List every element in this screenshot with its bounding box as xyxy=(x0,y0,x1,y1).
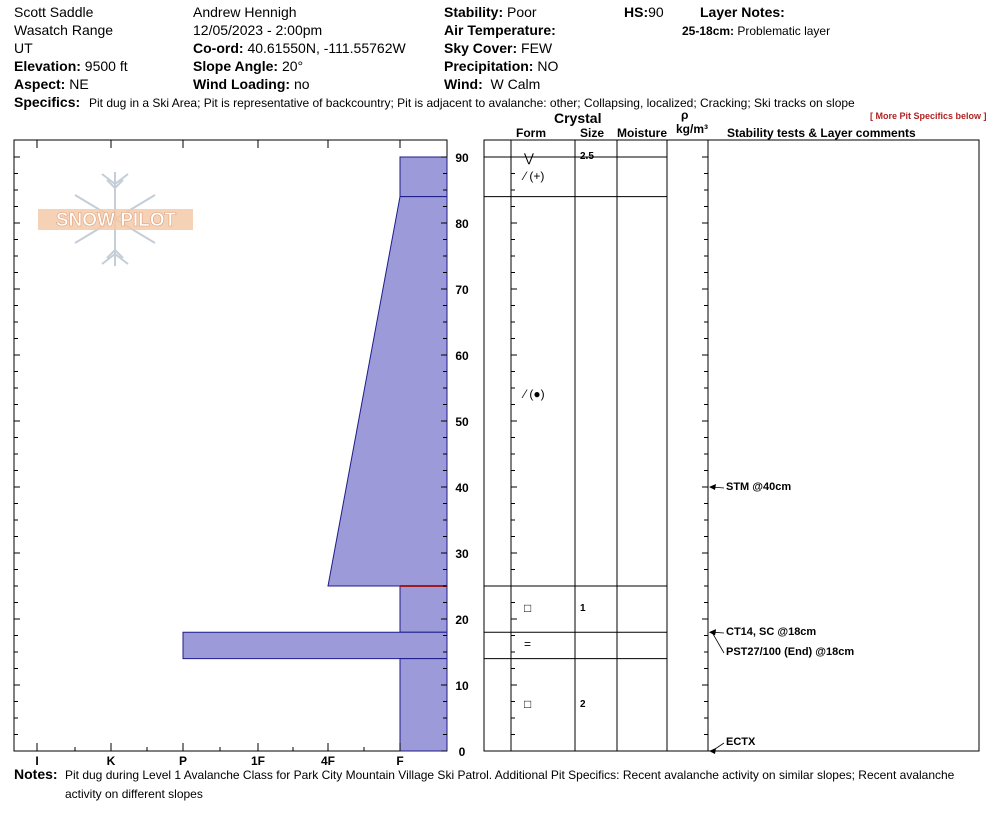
moisture-header: Moisture xyxy=(617,126,668,140)
hs-label: HS: xyxy=(624,4,649,20)
precip-row: Precipitation: NO xyxy=(444,58,558,74)
rho-header: ρ xyxy=(681,108,689,122)
elevation-value: 9500 ft xyxy=(84,58,128,74)
sky-cover-label: Sky Cover: xyxy=(444,40,518,56)
logo-text: SNOW PILOT xyxy=(56,210,177,231)
hardness-label: F xyxy=(396,754,403,768)
depth-label: 50 xyxy=(455,415,469,429)
layer-notes-label: Layer Notes: xyxy=(700,4,785,20)
sky-cover-value: FEW xyxy=(521,40,553,56)
coord-value: 40.61550N, -111.55762W xyxy=(247,40,406,56)
precip-label: Precipitation: xyxy=(444,58,534,74)
sky-cover-row: Sky Cover: FEW xyxy=(444,40,552,56)
wind-label: Wind: xyxy=(444,76,483,92)
test-pointer-line xyxy=(711,632,725,654)
slope-label: Slope Angle: xyxy=(193,58,279,74)
precip-value: NO xyxy=(537,58,559,74)
layer-note: 25-18cm: Problematic layer xyxy=(682,24,830,38)
depth-label: 60 xyxy=(455,349,469,363)
depth-label: 90 xyxy=(455,151,469,165)
hs-row: HS:90 xyxy=(624,4,664,20)
size-header: Size xyxy=(580,126,605,140)
hardness-label: K xyxy=(107,754,116,768)
wind-loading-label: Wind Loading: xyxy=(193,76,291,92)
elevation-row: Elevation: 9500 ft xyxy=(14,58,128,74)
grain-size: 1 xyxy=(580,603,586,615)
hardness-label: 1F xyxy=(251,754,265,768)
slope-value: 20° xyxy=(281,58,304,74)
hardness-layer-5 xyxy=(399,658,448,752)
stability-value: Poor xyxy=(507,4,537,20)
data-table-frame xyxy=(483,139,980,752)
wind-loading-row: Wind Loading: no xyxy=(193,76,310,92)
air-temp-row: Air Temperature: xyxy=(444,22,556,38)
grain-form: ⁄ (+) xyxy=(524,168,545,183)
hardness-layer-2 xyxy=(327,196,448,587)
hardness-layer-3 xyxy=(399,585,448,633)
wind-value: W Calm xyxy=(490,76,541,92)
form-header: Form xyxy=(516,126,546,140)
grain-size: 2.5 xyxy=(580,151,594,162)
elevation-label: Elevation: xyxy=(14,58,81,74)
grain-form: ⁄ (●) xyxy=(524,386,545,401)
hardness-layer-1 xyxy=(399,156,448,198)
observer: Andrew Hennigh xyxy=(193,4,297,20)
stability-test-result: PST27/100 (End) @18cm xyxy=(726,646,855,658)
notes-line-1: Pit dug during Level 1 Avalanche Class f… xyxy=(65,768,955,782)
hardness-label: 4F xyxy=(321,754,335,768)
coord-row: Co-ord: 40.61550N, -111.55762W xyxy=(193,40,406,56)
stability-label: Stability: xyxy=(444,4,504,20)
wind-row: Wind: W Calm xyxy=(444,76,540,92)
layer-note-text: Problematic layer xyxy=(737,24,831,38)
grain-form: ⋁ xyxy=(524,151,534,165)
wind-loading-value: no xyxy=(293,76,310,92)
depth-label: 0 xyxy=(459,745,466,759)
mountain-range: Wasatch Range xyxy=(14,22,114,38)
stability-row: Stability: Poor xyxy=(444,4,537,20)
aspect-label: Aspect: xyxy=(14,76,66,92)
depth-label: 70 xyxy=(455,283,469,297)
hardness-layer-4 xyxy=(182,631,448,660)
stability-test-result: STM @40cm xyxy=(726,481,792,493)
arrow-head-icon xyxy=(709,748,716,754)
depth-label: 40 xyxy=(455,481,469,495)
slope-row: Slope Angle: 20° xyxy=(193,58,303,74)
specifics-label: Specifics: xyxy=(14,94,81,110)
depth-label: 20 xyxy=(455,613,469,627)
notes-line-2: activity on different slopes xyxy=(65,787,203,801)
arrow-head-icon xyxy=(709,484,716,490)
specifics-text: Pit dug in a Ski Area; Pit is representa… xyxy=(89,96,855,110)
hardness-label: P xyxy=(179,754,187,768)
hs-value: 90 xyxy=(648,4,664,20)
aspect-row: Aspect: NE xyxy=(14,76,89,92)
notes-label: Notes: xyxy=(14,766,58,782)
grain-size: 2 xyxy=(580,698,586,710)
hardness-label: I xyxy=(35,754,38,768)
grain-form: □ xyxy=(524,696,532,711)
air-temp-label: Air Temperature: xyxy=(444,22,556,38)
grain-form: = xyxy=(524,637,532,652)
state: UT xyxy=(14,40,33,56)
aspect-value: NE xyxy=(69,76,89,92)
layer-note-range: 25-18cm: xyxy=(682,24,735,38)
stability-test-result: CT14, SC @18cm xyxy=(726,626,817,638)
grain-form: □ xyxy=(524,601,532,616)
more-specifics-link[interactable]: [ More Pit Specifics below ] xyxy=(870,111,987,121)
depth-label: 30 xyxy=(455,547,469,561)
depth-label: 80 xyxy=(455,217,469,231)
density-unit-header: kg/m³ xyxy=(676,122,709,136)
snowpilot-logo: SNOW PILOT xyxy=(38,172,193,266)
arrow-head-icon xyxy=(709,629,716,636)
crystal-header: Crystal xyxy=(554,110,602,126)
comments-header: Stability tests & Layer comments xyxy=(727,126,916,140)
depth-label: 10 xyxy=(455,679,469,693)
location-name: Scott Saddle xyxy=(14,4,94,20)
date-time: 12/05/2023 - 2:00pm xyxy=(193,22,323,38)
stability-test-result: ECTX xyxy=(726,736,756,748)
coord-label: Co-ord: xyxy=(193,40,244,56)
